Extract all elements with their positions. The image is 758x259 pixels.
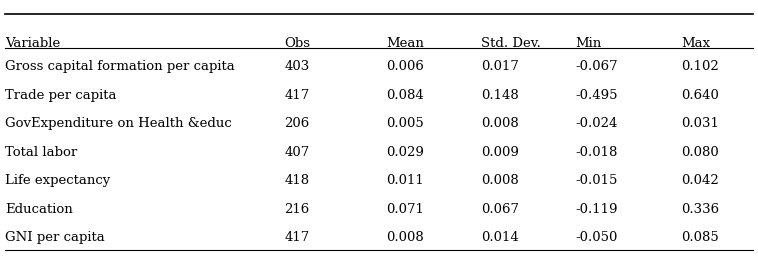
Text: -0.015: -0.015 (575, 174, 618, 187)
Text: 0.014: 0.014 (481, 232, 518, 244)
Text: Gross capital formation per capita: Gross capital formation per capita (5, 60, 235, 73)
Text: 0.042: 0.042 (681, 174, 719, 187)
Text: 0.008: 0.008 (481, 174, 518, 187)
Text: 0.029: 0.029 (387, 146, 424, 159)
Text: 0.085: 0.085 (681, 232, 719, 244)
Text: Mean: Mean (387, 37, 424, 50)
Text: 0.080: 0.080 (681, 146, 719, 159)
Text: 417: 417 (284, 89, 310, 102)
Text: Std. Dev.: Std. Dev. (481, 37, 540, 50)
Text: 0.071: 0.071 (387, 203, 424, 216)
Text: 0.336: 0.336 (681, 203, 719, 216)
Text: 0.011: 0.011 (387, 174, 424, 187)
Text: 418: 418 (284, 174, 310, 187)
Text: 0.008: 0.008 (387, 232, 424, 244)
Text: 0.006: 0.006 (387, 60, 424, 73)
Text: Obs: Obs (284, 37, 311, 50)
Text: 417: 417 (284, 232, 310, 244)
Text: Trade per capita: Trade per capita (5, 89, 117, 102)
Text: 216: 216 (284, 203, 310, 216)
Text: 0.148: 0.148 (481, 89, 518, 102)
Text: -0.018: -0.018 (575, 146, 618, 159)
Text: 0.008: 0.008 (481, 117, 518, 130)
Text: 0.031: 0.031 (681, 117, 719, 130)
Text: -0.495: -0.495 (575, 89, 618, 102)
Text: -0.067: -0.067 (575, 60, 618, 73)
Text: GNI per capita: GNI per capita (5, 232, 105, 244)
Text: Min: Min (575, 37, 602, 50)
Text: GovExpenditure on Health &educ: GovExpenditure on Health &educ (5, 117, 232, 130)
Text: Education: Education (5, 203, 73, 216)
Text: Life expectancy: Life expectancy (5, 174, 111, 187)
Text: 0.084: 0.084 (387, 89, 424, 102)
Text: 403: 403 (284, 60, 310, 73)
Text: 0.640: 0.640 (681, 89, 719, 102)
Text: 0.009: 0.009 (481, 146, 518, 159)
Text: Total labor: Total labor (5, 146, 77, 159)
Text: Variable: Variable (5, 37, 61, 50)
Text: -0.050: -0.050 (575, 232, 618, 244)
Text: 0.102: 0.102 (681, 60, 719, 73)
Text: 0.017: 0.017 (481, 60, 518, 73)
Text: 407: 407 (284, 146, 310, 159)
Text: 0.005: 0.005 (387, 117, 424, 130)
Text: Max: Max (681, 37, 710, 50)
Text: 0.067: 0.067 (481, 203, 519, 216)
Text: -0.119: -0.119 (575, 203, 618, 216)
Text: 206: 206 (284, 117, 310, 130)
Text: -0.024: -0.024 (575, 117, 618, 130)
